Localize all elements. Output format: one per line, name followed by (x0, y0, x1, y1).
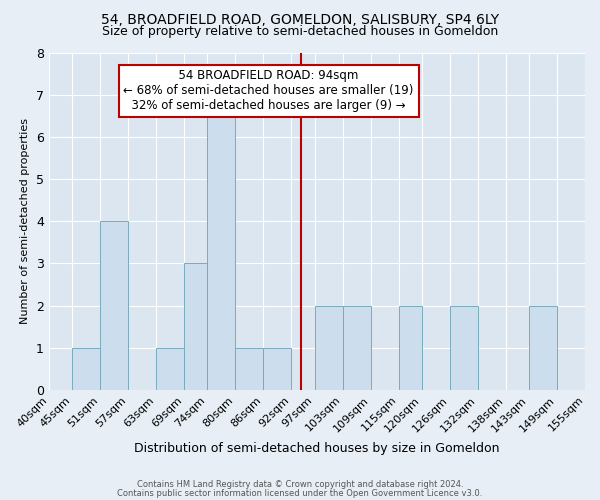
Bar (184, 264, 208, 390)
Bar (235, 348, 263, 390)
Text: Contains HM Land Registry data © Crown copyright and database right 2024.: Contains HM Land Registry data © Crown c… (137, 480, 463, 489)
Bar (263, 348, 291, 390)
Bar (72, 348, 100, 390)
Bar (529, 306, 557, 390)
Bar (585, 306, 600, 390)
Bar (156, 348, 184, 390)
Y-axis label: Number of semi-detached properties: Number of semi-detached properties (20, 118, 31, 324)
Bar (100, 221, 128, 390)
Bar (450, 306, 478, 390)
Bar (398, 306, 422, 390)
Bar (208, 94, 235, 390)
X-axis label: Distribution of semi-detached houses by size in Gomeldon: Distribution of semi-detached houses by … (134, 442, 500, 455)
Bar (343, 306, 371, 390)
Text: Size of property relative to semi-detached houses in Gomeldon: Size of property relative to semi-detach… (102, 25, 498, 38)
Bar (314, 306, 343, 390)
Text: 54, BROADFIELD ROAD, GOMELDON, SALISBURY, SP4 6LY: 54, BROADFIELD ROAD, GOMELDON, SALISBURY… (101, 12, 499, 26)
Text: Contains public sector information licensed under the Open Government Licence v3: Contains public sector information licen… (118, 489, 482, 498)
Text: 54 BROADFIELD ROAD: 94sqm  
← 68% of semi-detached houses are smaller (19)
  32%: 54 BROADFIELD ROAD: 94sqm ← 68% of semi-… (124, 70, 414, 112)
